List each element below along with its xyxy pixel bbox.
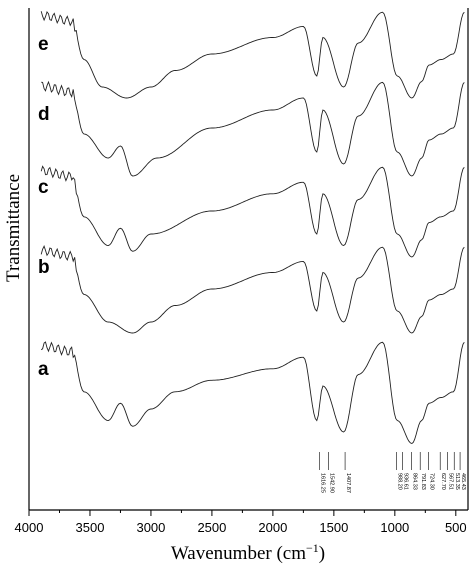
x-axis: 4000 3500 3000 2500 2000 1500 1000 500 <box>15 510 467 535</box>
peak-marker-label: 513.35 <box>454 473 460 490</box>
series-line-c <box>40 165 465 258</box>
x-tick-label: 4000 <box>15 520 44 535</box>
peak-marker-label: 1616.25 <box>320 473 326 493</box>
series-line-a <box>40 341 465 445</box>
peak-marker-label: 1542.90 <box>329 473 335 493</box>
peak-marker-label: 791.83 <box>420 473 426 490</box>
x-tick-label: 1000 <box>380 520 409 535</box>
series-line-b <box>40 245 465 334</box>
x-axis-title-main: Wavenumber (cm <box>171 543 306 564</box>
y-axis-title: Transmittance <box>3 174 24 282</box>
series-label-e: e <box>38 34 49 55</box>
x-axis-title-superscript: −1 <box>306 541 319 555</box>
series-label-b: b <box>38 257 50 278</box>
peak-marker-label: 724.30 <box>429 473 435 490</box>
peak-marker-label: 988.20 <box>396 473 402 490</box>
peak-marker-label: 627.70 <box>440 473 446 490</box>
series-traces <box>40 10 465 445</box>
peak-marker-label: 936.61 <box>403 473 409 490</box>
peak-marker-label: 465.43 <box>460 473 466 490</box>
series-label-c: c <box>38 177 49 198</box>
series-line-d <box>41 80 465 177</box>
peak-marker-label: 567.51 <box>448 473 454 490</box>
x-tick-label: 500 <box>445 520 467 535</box>
peak-marker-label: 864.33 <box>411 473 417 490</box>
x-tick-label: 3500 <box>76 520 105 535</box>
x-tick-label: 2500 <box>197 520 226 535</box>
series-label-a: a <box>38 359 49 380</box>
series-labels: e d c b a <box>38 34 50 380</box>
x-tick-label: 3000 <box>136 520 165 535</box>
plot-area <box>28 8 469 511</box>
series-label-d: d <box>38 104 50 125</box>
peak-marker-label: 1407.87 <box>345 473 351 493</box>
x-axis-title: Wavenumber (cm−1) <box>171 541 325 564</box>
series-line-e <box>40 10 465 99</box>
x-axis-title-close: ) <box>319 543 325 564</box>
x-tick-label: 2000 <box>258 520 287 535</box>
x-tick-label: 1500 <box>319 520 348 535</box>
peak-annotations: 1616.25 1542.90 1407.87 988.20 936.61 864.33 7… <box>319 452 466 493</box>
